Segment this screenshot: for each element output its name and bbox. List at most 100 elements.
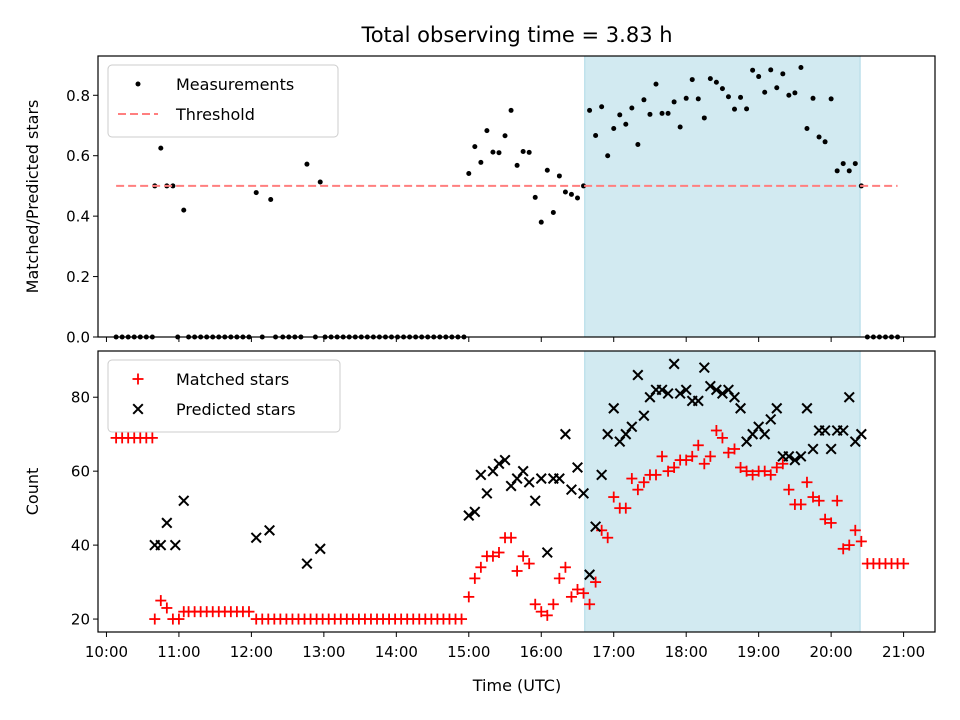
series-0-point-80 (593, 132, 599, 138)
series-1-point-71-b (837, 424, 849, 437)
series-0-point-101 (719, 86, 725, 92)
series-1-point-69-b (825, 443, 837, 455)
series-0-point-89 (647, 111, 653, 117)
series-0-point-70 (529, 598, 541, 610)
x-tick-label-9: 19:00 (737, 643, 780, 661)
series-1-point-42-b (662, 388, 674, 400)
series-1-point-30 (590, 521, 602, 533)
top-panel: 0.00.20.40.60.8 Matched/Predicted stars … (23, 55, 936, 347)
series-0-point-61 (475, 561, 487, 573)
series-0-point-112 (783, 484, 795, 496)
series-0-point-122 (846, 168, 852, 174)
y-tick-label-top-2: 0.4 (66, 208, 90, 226)
series-1-point-20-b (529, 495, 541, 507)
series-0-point-88 (641, 97, 647, 103)
series-0-point-121 (837, 543, 849, 555)
series-0-point-131 (898, 558, 910, 570)
x-tick-label-2: 12:00 (230, 643, 273, 661)
series-1-point-59-b (765, 413, 777, 425)
series-0-point-100 (713, 79, 719, 85)
series-0-point-68 (517, 550, 529, 562)
x-tick-label-8: 18:00 (665, 643, 708, 661)
series-1-point-62 (783, 450, 795, 462)
series-1-point-28-b (578, 487, 590, 499)
legend-label-bot-0: Matched stars (176, 370, 289, 389)
series-1-point-1 (155, 539, 167, 551)
legend-label-top-1: Threshold (175, 105, 255, 124)
series-1-point-18 (517, 465, 529, 477)
series-0-point-63 (490, 149, 496, 155)
series-0-point-24 (253, 190, 259, 196)
series-1-point-63-b (789, 454, 801, 466)
series-1-point-31-b (596, 469, 608, 481)
series-0-point-32 (304, 161, 310, 167)
series-0-point-102 (722, 447, 734, 459)
series-0-point-92 (665, 110, 671, 116)
series-0-point-72 (544, 167, 550, 173)
series-0-point-8 (155, 595, 167, 607)
series-0-point-85 (620, 502, 632, 514)
series-1-point-15-b (499, 454, 511, 466)
series-0-point-100 (710, 424, 722, 436)
x-tick-label-6: 16:00 (520, 643, 563, 661)
series-0-point-76 (565, 591, 577, 603)
series-0-point-117 (813, 495, 825, 507)
series-1-point-31 (596, 469, 608, 481)
series-1-point-20 (529, 495, 541, 507)
series-1-point-9 (463, 510, 475, 522)
series-1-point-2-b (161, 517, 173, 529)
series-0-point-69 (523, 558, 535, 570)
series-0-point-121 (840, 161, 846, 167)
series-0-point-86 (626, 473, 638, 485)
series-1-point-51 (716, 388, 728, 400)
series-0-point-8 (158, 145, 164, 151)
series-0-point-124 (855, 535, 867, 547)
series-0-point-64 (496, 150, 502, 156)
series-0-point-69 (526, 149, 532, 155)
series-1-point-6 (263, 524, 276, 536)
x-axis-label: Time (UTC) (472, 676, 561, 695)
y-tick-label-top-4: 0.8 (66, 87, 90, 105)
series-0-point-82 (602, 532, 614, 544)
series-1-point-50 (710, 384, 722, 396)
series-0-point-68 (520, 148, 526, 154)
bottom-axes-ticks: 20 40 60 80 10:00 11:00 12:00 13:00 14:00 15:00 16… (71, 389, 925, 661)
legend-swatch-bot-1 (132, 403, 144, 415)
series-0-point-34 (317, 179, 323, 185)
chart-title: Total observing time = 3.83 h (360, 23, 672, 47)
series-0-point-109 (768, 67, 774, 73)
series-0-point-107 (756, 74, 762, 80)
series-0-point-79 (587, 107, 593, 113)
series-0-point-85 (623, 121, 629, 127)
series-1-point-11-b (475, 469, 487, 481)
series-0-point-110 (771, 461, 783, 473)
series-1-point-37-b (632, 369, 644, 381)
series-1-point-41 (656, 384, 668, 396)
series-0-point-61 (478, 159, 484, 165)
series-0-point-66 (505, 532, 517, 544)
series-0-point-77 (571, 583, 583, 595)
series-0-point-98 (698, 458, 710, 470)
series-1-point-58 (759, 428, 771, 440)
series-0-point-58 (456, 613, 468, 625)
series-1-point-4 (178, 495, 190, 507)
legend-swatch-top-0 (135, 81, 141, 87)
series-0-point-6 (146, 432, 158, 444)
bottom-axes-frame (97, 350, 936, 633)
y-tick-label-top-0: 0.0 (66, 329, 90, 347)
series-1-point-60 (771, 402, 783, 414)
bottom-panel: 20 40 60 80 10:00 11:00 12:00 13:00 14:00 15:00 16… (23, 350, 936, 661)
series-1-point-72-b (843, 391, 855, 403)
series-1-point-1-b (155, 539, 167, 551)
series-1-point-7-b (301, 558, 313, 570)
series-0-point-103 (729, 443, 741, 455)
series-0-point-64 (493, 547, 505, 559)
series-0-point-67 (514, 162, 520, 168)
series-1-point-14-b (493, 458, 505, 470)
series-1-point-22 (541, 546, 553, 559)
series-0-point-105 (741, 465, 753, 477)
top-panel-marks (113, 64, 901, 340)
series-1-point-41-b (656, 384, 668, 396)
bottom-legend: Matched stars Predicted stars (107, 359, 341, 433)
series-0-point-10 (170, 183, 176, 189)
